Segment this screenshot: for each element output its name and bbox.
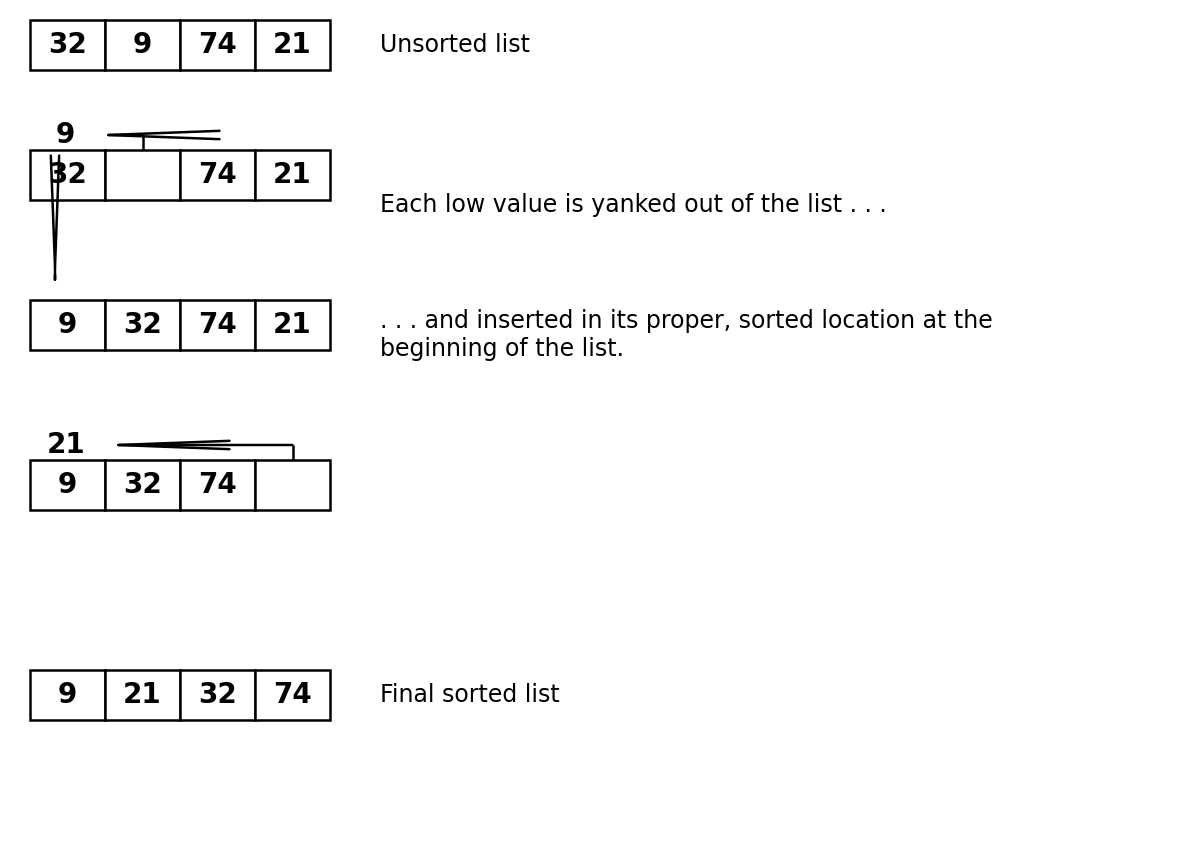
Text: . . . and inserted in its proper, sorted location at the
beginning of the list.: . . . and inserted in its proper, sorted…: [380, 309, 993, 361]
Bar: [105, 20, 180, 70]
Text: 21: 21: [273, 31, 312, 59]
Text: Each low value is yanked out of the list . . .: Each low value is yanked out of the list…: [380, 193, 887, 217]
Text: 32: 32: [48, 161, 87, 189]
Bar: [30, 150, 105, 200]
Text: 32: 32: [123, 311, 162, 339]
Text: 32: 32: [198, 681, 237, 709]
Bar: [30, 670, 105, 720]
Text: 74: 74: [198, 471, 237, 499]
Bar: [180, 150, 255, 200]
Text: Final sorted list: Final sorted list: [380, 683, 560, 707]
Bar: [255, 460, 330, 510]
Bar: [105, 460, 180, 510]
Text: 74: 74: [198, 311, 237, 339]
Text: 74: 74: [273, 681, 312, 709]
Bar: [255, 670, 330, 720]
Bar: [30, 460, 105, 510]
Bar: [255, 150, 330, 200]
Bar: [105, 670, 180, 720]
Text: 21: 21: [273, 311, 312, 339]
Text: 21: 21: [123, 681, 162, 709]
Text: 21: 21: [46, 431, 85, 459]
Bar: [180, 20, 255, 70]
Text: 9: 9: [58, 471, 77, 499]
Text: 74: 74: [198, 161, 237, 189]
Text: 21: 21: [273, 161, 312, 189]
Bar: [255, 20, 330, 70]
Bar: [180, 670, 255, 720]
Bar: [105, 150, 180, 200]
Bar: [255, 300, 330, 350]
Text: 9: 9: [58, 311, 77, 339]
Text: 74: 74: [198, 31, 237, 59]
Text: 9: 9: [133, 31, 152, 59]
Text: 32: 32: [48, 31, 87, 59]
Bar: [105, 300, 180, 350]
Text: 9: 9: [58, 681, 77, 709]
Text: 32: 32: [123, 471, 162, 499]
Bar: [30, 300, 105, 350]
Text: 9: 9: [56, 121, 75, 149]
Bar: [30, 20, 105, 70]
Bar: [180, 300, 255, 350]
Bar: [180, 460, 255, 510]
Text: Unsorted list: Unsorted list: [380, 33, 530, 57]
